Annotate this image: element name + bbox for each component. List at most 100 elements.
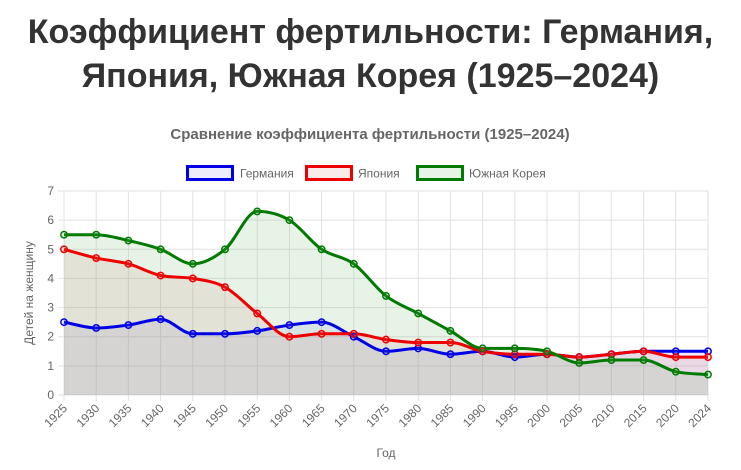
data-point-south-korea-2020 <box>671 367 680 376</box>
data-point-south-korea-1950 <box>221 245 229 254</box>
x-tick-label: 1935 <box>106 401 135 430</box>
data-point-japan-1980 <box>414 338 423 347</box>
legend-swatch-germany <box>186 165 234 181</box>
data-point-south-korea-1990 <box>478 344 487 353</box>
y-axis-ticks: 0 1 2 3 4 5 6 7 <box>47 184 54 402</box>
page-title-line-2: Япония, Южная Корея (1925–2024) <box>81 57 660 95</box>
data-point-south-korea-2005 <box>575 358 584 367</box>
series-fill-germany <box>64 319 708 395</box>
series-lines <box>63 209 709 377</box>
data-point-south-korea-1995 <box>510 344 519 353</box>
data-point-japan-2015 <box>639 347 648 356</box>
x-tick-label: 1980 <box>396 401 425 430</box>
data-point-japan-1985 <box>446 338 455 347</box>
data-point-south-korea-1980 <box>414 309 423 318</box>
y-tick-label: 4 <box>47 271 54 285</box>
data-point-south-korea-1970 <box>349 259 358 268</box>
data-point-south-korea-1955 <box>253 207 262 216</box>
x-axis-ticks: 1925 1930 1935 1940 1945 1950 1955 1960 1965 1970… <box>41 401 714 430</box>
x-tick-label: 1940 <box>138 401 167 430</box>
data-point-germany-1965 <box>317 318 326 327</box>
data-point-germany-1925 <box>60 318 68 327</box>
data-point-south-korea-2000 <box>543 347 551 356</box>
legend-label-south-korea: Южная Корея <box>469 167 546 181</box>
data-point-south-korea-1960 <box>285 216 294 225</box>
data-point-japan-2024 <box>704 353 712 362</box>
data-point-south-korea-1935 <box>124 236 133 245</box>
x-tick-label: 1990 <box>460 401 489 430</box>
data-point-south-korea-1925 <box>60 230 68 239</box>
x-tick-label: 2005 <box>557 401 586 430</box>
data-point-japan-1930 <box>92 254 101 262</box>
page-title-line-1: Коэффициент фертильности: Германия, <box>27 13 714 51</box>
data-point-japan-1965 <box>317 329 326 338</box>
x-tick-label: 1985 <box>428 401 457 430</box>
data-point-japan-2020 <box>671 353 680 362</box>
data-point-south-korea-2015 <box>639 356 648 364</box>
x-tick-label: 1930 <box>74 401 103 430</box>
data-point-germany-1960 <box>285 321 294 330</box>
data-point-south-korea-2024 <box>704 370 712 379</box>
data-point-germany-1975 <box>382 347 390 356</box>
data-point-south-korea-1940 <box>156 245 165 254</box>
x-axis-label: Год <box>376 446 395 460</box>
x-tick-label: 2020 <box>653 401 682 430</box>
x-tick-label: 2015 <box>621 401 650 430</box>
data-point-germany-1985 <box>446 350 455 359</box>
x-tick-label: 1995 <box>492 401 521 430</box>
data-point-japan-1975 <box>382 335 390 344</box>
y-tick-label: 7 <box>47 184 54 198</box>
data-point-japan-1925 <box>60 245 68 254</box>
data-point-south-korea-1975 <box>382 291 390 300</box>
data-point-germany-1945 <box>188 329 197 338</box>
y-tick-label: 1 <box>47 359 54 373</box>
y-tick-label: 5 <box>47 242 54 256</box>
data-point-south-korea-1930 <box>92 230 101 239</box>
data-point-japan-1970 <box>349 329 358 338</box>
x-tick-label: 2010 <box>589 401 618 430</box>
data-point-japan-1950 <box>221 283 229 292</box>
data-point-south-korea-1945 <box>188 259 197 268</box>
series-fills <box>64 211 708 395</box>
x-tick-label: 1965 <box>299 401 328 430</box>
data-point-japan-1960 <box>285 332 294 341</box>
data-point-south-korea-1985 <box>446 326 455 335</box>
data-point-germany-1935 <box>124 321 133 330</box>
chart-title: Сравнение коэффициента фертильности (192… <box>170 126 569 143</box>
series-line-japan <box>63 247 708 359</box>
x-tick-label: 2024 <box>685 401 714 430</box>
series-fill-south-korea <box>64 211 708 395</box>
x-tick-label: 1970 <box>331 401 360 430</box>
legend-swatch-south-korea <box>416 165 464 181</box>
data-point-japan-1935 <box>124 259 133 268</box>
y-tick-label: 6 <box>47 213 54 227</box>
series-fill-japan <box>64 249 708 395</box>
data-point-japan-1940 <box>156 271 165 280</box>
series-line-south-korea <box>64 209 709 377</box>
y-tick-label: 2 <box>47 330 54 344</box>
data-point-japan-1955 <box>253 309 262 318</box>
legend: Германия Япония Южная Корея <box>186 165 546 181</box>
x-tick-label: 1960 <box>267 401 296 430</box>
x-tick-label: 1950 <box>202 401 231 430</box>
y-tick-label: 0 <box>47 388 54 402</box>
data-point-germany-1940 <box>156 315 165 324</box>
legend-swatch-japan <box>305 165 353 181</box>
legend-label-germany: Германия <box>240 167 294 181</box>
data-point-south-korea-1965 <box>317 245 326 254</box>
data-point-japan-1945 <box>188 274 197 283</box>
data-point-south-korea-2010 <box>607 356 616 364</box>
x-tick-label: 1945 <box>170 401 199 430</box>
legend-label-japan: Япония <box>358 167 400 181</box>
x-tick-label: 1975 <box>363 401 392 430</box>
page-title: Коэффициент фертильности: Германия, Япон… <box>0 10 741 98</box>
series-points <box>60 207 712 379</box>
data-point-germany-1930 <box>92 324 101 332</box>
x-tick-label: 1955 <box>235 401 264 430</box>
y-axis-label: Детей на женщину <box>22 241 36 345</box>
data-point-germany-1955 <box>253 326 262 335</box>
y-tick-label: 3 <box>47 301 54 315</box>
data-point-germany-1950 <box>221 329 229 338</box>
x-tick-label: 2000 <box>524 401 553 430</box>
